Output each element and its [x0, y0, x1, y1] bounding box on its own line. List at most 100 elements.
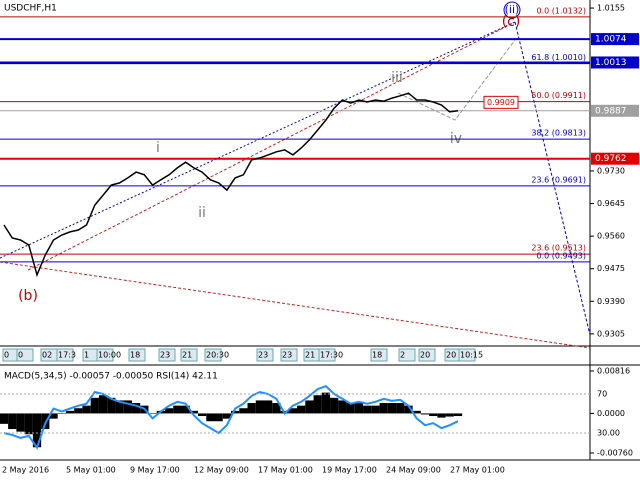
- macd-bar: [214, 413, 223, 422]
- y-tick-label: 0.9390: [597, 297, 625, 306]
- x-tick-label: 27 May 01:00: [450, 466, 505, 475]
- macd-bar: [272, 403, 281, 414]
- trend-line: [514, 21, 591, 336]
- macd-bar: [24, 413, 33, 435]
- time-marker-label: 21: [182, 351, 192, 360]
- time-marker: 2: [398, 348, 416, 362]
- time-marker-box: [280, 348, 298, 362]
- y-tick-label: 70: [597, 389, 607, 398]
- time-marker-label: 23: [258, 351, 268, 360]
- y-tick-label: 0.00816: [597, 366, 630, 375]
- x-tick-label: 24 May 09:00: [386, 466, 441, 475]
- y-tick-label: 0.9475: [597, 264, 625, 273]
- macd-bar: [363, 405, 372, 414]
- price-box: [591, 152, 639, 165]
- macd-bar: [288, 408, 298, 414]
- time-marker-box: [204, 348, 222, 362]
- wave-label: i: [156, 140, 160, 156]
- price-box: [591, 33, 639, 46]
- time-marker-label: 10:00: [98, 351, 121, 360]
- x-tick-label: 9 May 17:00: [130, 466, 180, 475]
- macd-bar: [82, 405, 91, 414]
- time-marker-box: [180, 348, 198, 362]
- macd-bar: [445, 413, 454, 417]
- wave-label: (ii): [505, 3, 520, 16]
- macd-bar: [57, 413, 66, 414]
- wave-circle: [503, 1, 521, 19]
- macd-bar: [354, 403, 364, 414]
- time-marker: 18: [128, 348, 146, 362]
- price-box-label: 0.9887: [595, 106, 627, 116]
- wave-label: (b): [18, 288, 38, 304]
- rsi-line: [3, 385, 459, 450]
- macd-bar: [396, 403, 405, 414]
- macd-bar: [338, 400, 347, 414]
- time-marker-box: [128, 348, 146, 362]
- macd-bar: [264, 400, 273, 414]
- macd-bar: [164, 408, 174, 414]
- time-marker-label: 20: [446, 351, 456, 360]
- macd-bar: [107, 397, 116, 414]
- macd-bar: [404, 405, 413, 414]
- macd-bar: [173, 405, 182, 414]
- level-label: 0.0 (1.0132): [537, 6, 587, 15]
- time-marker-box: [96, 348, 114, 362]
- time-marker-label: 1: [84, 351, 89, 360]
- time-marker-label: 10:15: [460, 351, 483, 360]
- level-label: 38.2 (0.9813): [531, 129, 586, 138]
- y-tick-label: -0.00760: [597, 448, 633, 457]
- macd-bar: [123, 400, 132, 414]
- y-tick-label: 0.0000: [597, 409, 625, 418]
- level-label: 23.6 (0.9691): [531, 175, 586, 184]
- time-marker: 23: [280, 348, 298, 362]
- macd-bar: [65, 410, 75, 414]
- time-marker-box: [418, 348, 436, 362]
- time-marker-label: 21: [305, 351, 315, 360]
- trend-line: [0, 21, 516, 259]
- indicator-title: MACD(5,34,5) -0.00057 -0.00050 RSI(14) 4…: [4, 372, 218, 382]
- macd-bar: [412, 410, 421, 414]
- time-marker-box: [16, 348, 34, 362]
- y-tick-label: 1.0155: [597, 4, 625, 13]
- price-box-label: 1.0013: [595, 58, 627, 68]
- time-marker: 21: [180, 348, 198, 362]
- macd-bar: [49, 413, 58, 419]
- macd-bar: [181, 405, 190, 414]
- time-marker-box: [458, 348, 476, 362]
- macd-bar: [0, 413, 9, 424]
- time-marker: 23: [256, 348, 274, 362]
- macd-bar: [16, 413, 25, 432]
- macd-bar: [453, 413, 463, 417]
- level-label: 50.0 (0.9911): [531, 91, 586, 100]
- macd-bar: [115, 400, 124, 414]
- time-marker: 0: [16, 348, 34, 362]
- x-tick-label: 17 May 01:00: [258, 466, 313, 475]
- price-line: [3, 92, 459, 278]
- time-marker-label: 0: [18, 351, 23, 360]
- macd-bar: [420, 413, 430, 415]
- wave-label: ii: [198, 205, 206, 221]
- level-label: 23.6 (0.9513): [531, 244, 586, 253]
- time-marker-label: 23: [160, 351, 170, 360]
- chart-title: USDCHF,H1: [4, 4, 57, 14]
- macd-bar: [321, 392, 331, 414]
- price-box: [591, 104, 639, 117]
- price-box-label: 1.0074: [595, 35, 627, 45]
- time-marker-label: 20: [420, 351, 430, 360]
- x-tick-label: 19 May 17:00: [322, 466, 377, 475]
- y-tick-label: 0.9730: [597, 166, 625, 175]
- macd-bar: [98, 395, 108, 414]
- time-marker: 20: [418, 348, 436, 362]
- x-tick-label: 5 May 01:00: [66, 466, 116, 475]
- time-marker: 18: [370, 348, 388, 362]
- price-box: [591, 56, 639, 69]
- marker-label: 0.9909: [487, 98, 515, 107]
- time-marker: 17:30: [318, 348, 343, 362]
- macd-bar: [255, 400, 265, 414]
- macd-bar: [189, 410, 198, 414]
- time-marker-label: 18: [130, 351, 140, 360]
- level-label: 0.0 (0.9493): [537, 251, 587, 260]
- macd-bar: [387, 403, 397, 414]
- time-marker-box: [318, 348, 336, 362]
